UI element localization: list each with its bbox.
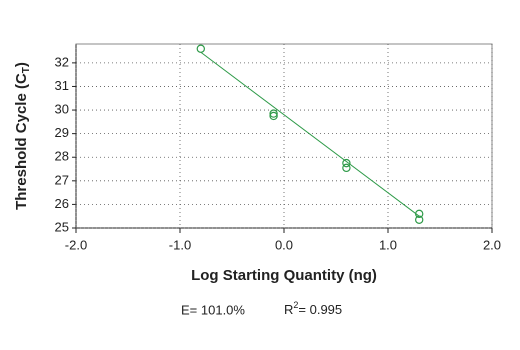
point xyxy=(415,215,424,224)
y-tick-label: 25 xyxy=(55,219,69,234)
y-label-end: ) xyxy=(13,62,30,67)
r-label: R xyxy=(284,302,293,317)
fit-line xyxy=(200,51,420,217)
x-tick-label: -1.0 xyxy=(169,237,191,252)
point xyxy=(415,209,424,219)
y-axis-label: Threshold Cycle (CT) xyxy=(13,62,32,210)
x-tick-label: 0.0 xyxy=(275,237,293,252)
point xyxy=(269,109,278,118)
y-tick-label: 28 xyxy=(55,149,69,164)
y-tick-label: 32 xyxy=(55,54,69,69)
efficiency: E= 101.0% xyxy=(181,302,245,317)
y-tick-label: 29 xyxy=(55,125,69,140)
y-tick-label: 27 xyxy=(55,172,69,187)
y-tick-label: 30 xyxy=(55,101,69,116)
x-axis-label: Log Starting Quantity (ng) xyxy=(191,267,377,284)
r-squared: R2= 0.995 xyxy=(284,300,342,317)
point xyxy=(269,111,278,121)
x-tick-label: 2.0 xyxy=(483,237,501,252)
y-label-main: Threshold Cycle (C xyxy=(13,73,30,210)
x-tick-label: -2.0 xyxy=(65,237,87,252)
point xyxy=(342,163,351,173)
y-label-sub: T xyxy=(21,67,32,73)
y-tick-label: 26 xyxy=(55,196,69,211)
r-value: = 0.995 xyxy=(298,302,342,317)
point xyxy=(196,44,205,53)
x-tick-label: 1.0 xyxy=(379,237,397,252)
y-tick-label: 31 xyxy=(55,78,69,93)
r-sup: 2 xyxy=(293,300,298,310)
point xyxy=(342,158,351,168)
